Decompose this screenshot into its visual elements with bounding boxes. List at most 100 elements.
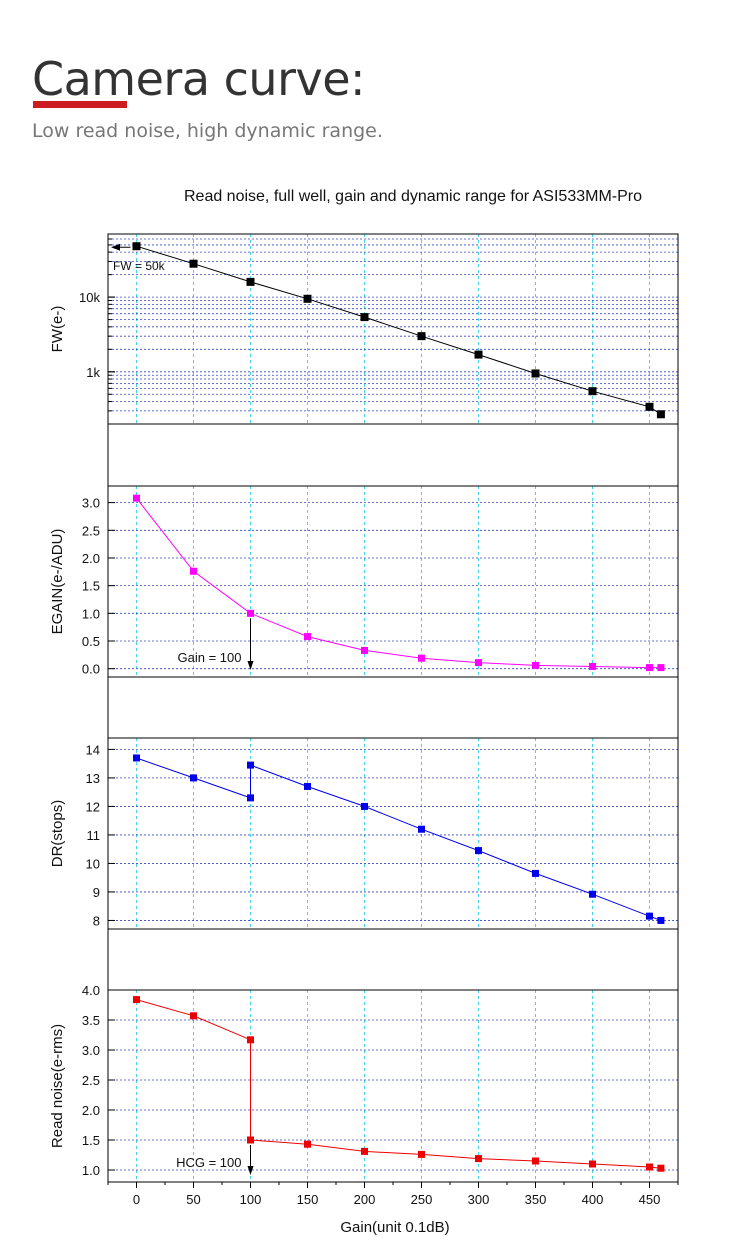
x-axis-label: Gain(unit 0.1dB) xyxy=(340,1219,449,1236)
data-point xyxy=(589,890,596,898)
data-point xyxy=(133,996,140,1004)
y-tick-label: 1.0 xyxy=(82,606,100,621)
chart-title: Read noise, full well, gain and dynamic … xyxy=(184,188,642,205)
panel-rn: 1.0 1.5 2.0 2.5 3.0 3.5 4.0 Read noise(e-rms) HC… xyxy=(49,983,678,1182)
data-point xyxy=(532,1157,539,1165)
data-point xyxy=(588,387,597,396)
data-point xyxy=(190,1012,197,1020)
page-subtitle: Low read noise, high dynamic range. xyxy=(32,120,383,142)
x-tick-label: 300 xyxy=(468,1192,490,1207)
x-tick-label: 0 xyxy=(133,1192,140,1207)
y-tick-label: 1.5 xyxy=(82,579,100,594)
y-tick-label: 12 xyxy=(86,799,100,814)
fw-annotation: FW = 50k xyxy=(113,259,166,273)
y-tick-label: 13 xyxy=(86,771,100,786)
data-point xyxy=(247,1136,254,1144)
data-point xyxy=(418,825,425,833)
x-tick-label: 400 xyxy=(582,1192,604,1207)
data-point xyxy=(418,654,425,662)
y-tick-label: 8 xyxy=(93,913,100,928)
data-point xyxy=(303,294,312,303)
y-tick-label: 0.0 xyxy=(82,662,100,677)
x-tick-label: 200 xyxy=(354,1192,376,1207)
y-axis-label: EGAIN(e-/ADU) xyxy=(49,529,66,635)
data-point xyxy=(304,633,311,641)
data-point xyxy=(417,332,426,341)
x-tick-label: 50 xyxy=(186,1192,200,1207)
y-tick-label: 9 xyxy=(93,885,100,900)
data-point xyxy=(656,410,665,419)
data-point xyxy=(475,1155,482,1163)
panel-egain: 0.0 0.5 1.0 1.5 2.0 2.5 3.0 EGAIN(e-/ADU) Gain =… xyxy=(49,486,678,677)
data-point xyxy=(646,912,653,920)
data-point xyxy=(246,277,255,286)
y-tick-label: 0.5 xyxy=(82,634,100,649)
series-line xyxy=(136,245,662,415)
y-axis-label: FW(e-) xyxy=(49,306,66,353)
data-point xyxy=(189,259,198,268)
data-point xyxy=(247,761,254,769)
data-point xyxy=(133,754,140,762)
y-tick-label: 2.0 xyxy=(82,551,100,566)
panel-dr: 8 9 10 11 12 13 14 DR(stops) xyxy=(49,738,678,929)
rn-annotation: HCG = 100 xyxy=(176,1155,241,1170)
y-tick-label: 10 xyxy=(86,856,100,871)
annotation-arrow-head xyxy=(247,1166,254,1175)
page-title: Camera curve: xyxy=(32,52,366,106)
data-point xyxy=(589,1160,596,1168)
y-axis-label: Read noise(e-rms) xyxy=(49,1024,66,1148)
data-point xyxy=(247,794,254,802)
fw-arrow-head xyxy=(111,243,120,251)
y-axis-label: DR(stops) xyxy=(49,800,66,868)
data-point xyxy=(645,402,654,411)
x-tick-label: 100 xyxy=(240,1192,262,1207)
data-point xyxy=(475,659,482,667)
data-point xyxy=(361,1147,368,1155)
data-point xyxy=(646,664,653,672)
data-point xyxy=(247,1036,254,1044)
data-point xyxy=(657,664,665,672)
data-point xyxy=(247,609,254,617)
panel-fw: 1k 10k FW(e-) FW = 50k xyxy=(49,233,678,425)
x-tick-label: 250 xyxy=(411,1192,433,1207)
y-tick-label: 4.0 xyxy=(82,983,100,998)
series-line xyxy=(136,757,662,921)
series-line xyxy=(136,497,661,669)
data-point xyxy=(646,1163,653,1171)
data-point xyxy=(304,1140,311,1148)
data-point xyxy=(532,869,539,877)
y-tick-label: 2.5 xyxy=(82,1073,100,1088)
egain-annotation: Gain = 100 xyxy=(178,650,242,665)
data-point xyxy=(532,661,539,669)
data-point xyxy=(475,847,482,855)
data-point xyxy=(418,1150,425,1158)
data-point xyxy=(361,646,368,654)
y-tick-label: 1k xyxy=(86,365,100,380)
y-tick-label: 1.5 xyxy=(82,1133,100,1148)
data-point xyxy=(531,369,540,378)
data-point xyxy=(190,774,197,782)
data-point xyxy=(361,802,368,810)
y-tick-label: 1.0 xyxy=(82,1163,100,1178)
data-point xyxy=(133,494,140,502)
y-tick-label: 2.5 xyxy=(82,523,100,538)
data-point xyxy=(474,350,483,359)
data-point xyxy=(304,782,311,790)
data-point xyxy=(190,567,197,575)
y-tick-label: 3.5 xyxy=(82,1013,100,1028)
y-tick-label: 3.0 xyxy=(82,496,100,511)
data-point xyxy=(360,313,369,322)
data-point xyxy=(657,916,665,924)
y-tick-label: 3.0 xyxy=(82,1043,100,1058)
data-point xyxy=(132,242,141,251)
x-tick-label: 150 xyxy=(297,1192,319,1207)
y-tick-label: 11 xyxy=(87,828,101,843)
title-underline xyxy=(33,101,127,108)
data-point xyxy=(589,662,596,670)
data-point xyxy=(657,1164,665,1172)
x-tick-label: 350 xyxy=(525,1192,547,1207)
annotation-arrow-head xyxy=(247,661,254,670)
chart-plot-layer: 1k 10k FW(e-) FW = 50k 0.0 0.5 1.0 1.5 2.0 2.5 3.0… xyxy=(49,233,679,1207)
y-tick-label: 2.0 xyxy=(82,1103,100,1118)
